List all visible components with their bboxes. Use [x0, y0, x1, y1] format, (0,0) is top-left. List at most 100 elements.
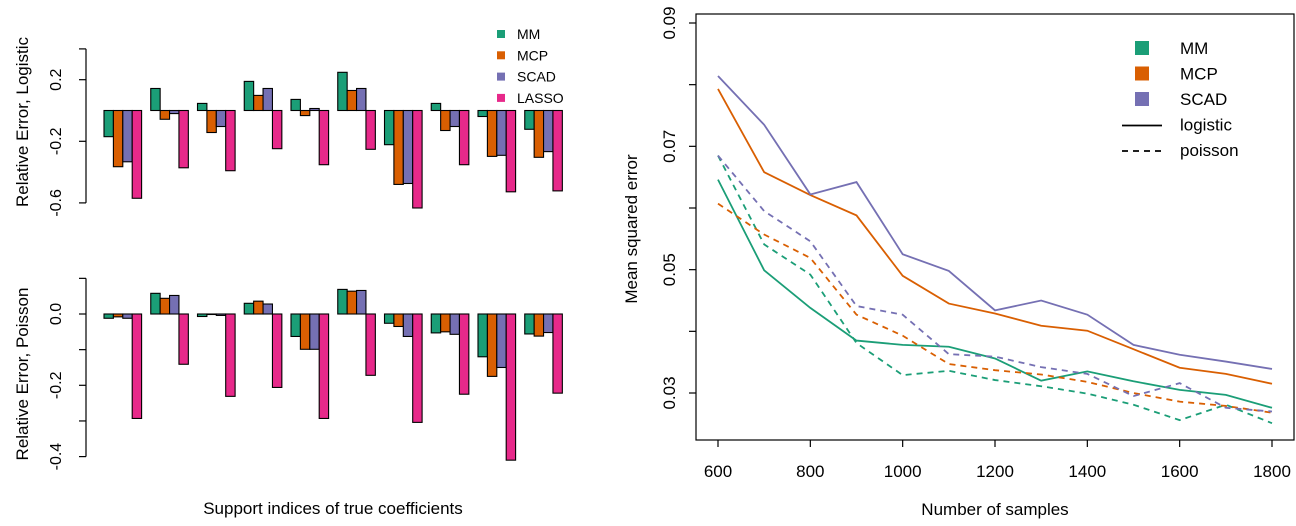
bottom-x-axis-label: Support indices of true coefficients — [203, 499, 463, 518]
legend-swatch-scad — [1135, 92, 1149, 106]
legend-swatch-mcp — [497, 51, 505, 60]
bottom-bar-scad — [449, 313, 460, 335]
bottom-y-tick-label: 0.0 — [48, 303, 65, 325]
mse-line-chart: Mean squared error Number of samples 600… — [622, 6, 1295, 519]
top-bar-scad — [449, 109, 460, 128]
bottom-bar-lasso — [131, 313, 143, 420]
top-bar-mcp — [206, 109, 217, 134]
bottom-bar-scad — [496, 313, 507, 369]
top-bar-lasso — [178, 109, 189, 169]
top-bar-mcp — [346, 89, 358, 112]
top-bar-mm — [243, 80, 255, 112]
bottom-bar-lasso — [318, 313, 330, 420]
bottom-bar-mcp — [206, 313, 217, 316]
bottom-bar-scad — [355, 289, 367, 315]
legend-label-mcp: MCP — [517, 47, 548, 63]
top-bar-lasso — [225, 109, 236, 172]
top-bar-mm — [383, 109, 395, 146]
poisson-relative-error-chart: Relative Error, Poisson Support indices … — [13, 277, 563, 518]
bottom-bar-scad — [542, 313, 554, 334]
top-bar-scad — [309, 107, 320, 112]
bottom-bar-mm — [524, 313, 535, 335]
bottom-bar-scad — [169, 294, 180, 315]
top-bar-scad — [542, 109, 554, 153]
bottom-bar-mm — [196, 313, 208, 318]
top-bar-mcp — [393, 109, 404, 185]
bottom-bar-mm — [290, 313, 301, 338]
bottom-bar-mcp — [440, 313, 451, 333]
bottom-y-tick-label: -0.4 — [48, 443, 65, 471]
bottom-bar-mm — [430, 313, 442, 334]
bottom-bar-mm — [477, 313, 488, 358]
bottom-y-tick-label: -0.2 — [48, 371, 65, 399]
top-bar-lasso — [131, 109, 143, 199]
line-mm-logistic — [717, 179, 1273, 409]
top-y-tick-label: -0.6 — [48, 189, 65, 217]
top-bar-mcp — [533, 109, 545, 158]
bottom-bar-mcp — [486, 313, 498, 377]
bottom-bar-scad — [262, 303, 273, 315]
top-bar-mm — [103, 109, 114, 138]
bottom-bar-mcp — [346, 290, 358, 315]
top-bar-mm — [196, 102, 208, 112]
top-bar-mcp — [112, 109, 124, 168]
top-bar-mcp — [486, 109, 498, 157]
line-mcp-poisson — [717, 202, 1273, 414]
x-tick-label: 1000 — [884, 462, 922, 481]
bottom-bar-mcp — [159, 297, 171, 315]
top-bar-mm — [430, 102, 442, 112]
logistic-relative-error-chart: Relative Error, Logistic 0.2 -0.2 -0.6 MM MC… — [13, 26, 564, 217]
legend-swatch-scad — [497, 72, 505, 81]
bottom-bar-lasso — [505, 313, 517, 461]
top-bar-mcp — [159, 109, 171, 120]
line-y-axis-label: Mean squared error — [622, 154, 641, 304]
top-bar-mm — [477, 109, 488, 118]
bottom-bar-lasso — [458, 313, 470, 395]
top-bar-scad — [355, 87, 367, 112]
top-bar-lasso — [552, 109, 563, 192]
top-bar-lasso — [318, 109, 330, 166]
top-bar-scad — [169, 109, 180, 115]
top-bar-mm — [337, 71, 348, 112]
bottom-bar-scad — [122, 313, 133, 319]
top-bar-scad — [402, 109, 414, 185]
x-tick-label: 1400 — [1068, 462, 1106, 481]
bottom-bar-mcp — [533, 313, 545, 337]
y-tick-label: 0.03 — [660, 376, 679, 409]
bottom-bar-mcp — [393, 313, 404, 328]
y-tick-label: 0.05 — [660, 253, 679, 286]
legend-swatch-mm — [1135, 41, 1149, 55]
top-bar-mcp — [440, 109, 451, 132]
bottom-bar-lasso — [271, 313, 283, 388]
line-scad-logistic — [717, 75, 1273, 370]
legend-label-scad: SCAD — [517, 69, 556, 85]
x-tick-label: 1200 — [976, 462, 1014, 481]
y-tick-label: 0.09 — [660, 6, 679, 39]
bottom-bar-lasso — [365, 313, 376, 376]
legend-label-scad: SCAD — [1180, 90, 1227, 109]
x-tick-label: 1800 — [1253, 462, 1291, 481]
bottom-bar-lasso — [552, 313, 563, 394]
line-mm-poisson — [717, 155, 1273, 425]
legend-swatch-lasso — [497, 93, 505, 102]
bottom-bar-mm — [383, 313, 395, 324]
bottom-bar-lasso — [178, 313, 189, 365]
bottom-bar-mm — [150, 292, 161, 315]
bottom-bar-lasso — [225, 313, 236, 397]
bottom-bar-lasso — [412, 313, 423, 423]
top-bar-mm — [290, 98, 301, 112]
bottom-bar-mm — [103, 313, 114, 319]
bottom-bar-mm — [243, 302, 255, 315]
line-x-axis-label: Number of samples — [921, 500, 1068, 519]
bottom-bar-scad — [309, 313, 320, 350]
bottom-bar-scad — [215, 313, 227, 316]
x-tick-label: 1600 — [1161, 462, 1199, 481]
top-bar-lasso — [505, 109, 517, 193]
bottom-bar-mcp — [112, 313, 124, 318]
legend-label-poisson: poisson — [1180, 141, 1239, 160]
x-tick-label: 800 — [796, 462, 824, 481]
legend-swatch-mm — [497, 30, 505, 38]
bottom-bar-scad — [402, 313, 414, 338]
bottom-bar-mcp — [253, 300, 264, 315]
